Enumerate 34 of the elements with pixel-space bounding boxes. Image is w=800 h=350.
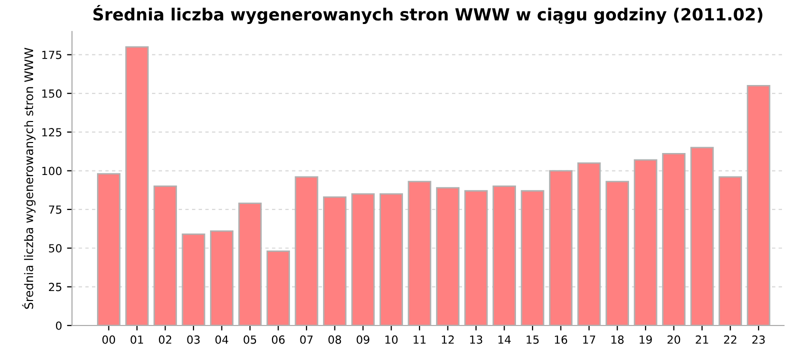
- x-tick-label: 07: [300, 335, 313, 344]
- x-tick-label: 05: [244, 335, 256, 344]
- y-tick-label: 150: [42, 89, 62, 98]
- y-tick-label: 75: [49, 206, 62, 214]
- x-tick-label: 23: [752, 335, 765, 344]
- x-tick-label: 09: [356, 335, 370, 344]
- x-tick-label: 19: [640, 335, 652, 344]
- x-tick-label: 21: [696, 335, 708, 344]
- x-tick-label: 01: [130, 335, 144, 344]
- y-tick-label: 0: [56, 321, 62, 330]
- x-tick-label: 10: [385, 335, 398, 344]
- x-tick-label: 03: [187, 335, 200, 344]
- x-tick-label: 11: [414, 336, 426, 344]
- x-tick-label: 15: [526, 336, 539, 344]
- x-tick-label: 14: [498, 336, 511, 344]
- x-tick-label: 16: [554, 335, 568, 344]
- y-tick-label: 25: [48, 282, 62, 292]
- chart-title: Średnia liczba wygenerowanych stron WWW w ciągu godziny (2011.02): [93, 4, 762, 24]
- x-tick-label: 00: [102, 335, 116, 344]
- x-tick-label: 22: [724, 335, 736, 344]
- x-tick-label: 04: [215, 335, 228, 344]
- x-tick-label: 20: [668, 335, 680, 344]
- y-tick-label: 175: [42, 50, 62, 60]
- x-tick-label: 13: [470, 335, 482, 344]
- y-tick-label: 125: [42, 128, 62, 136]
- x-tick-label: 08: [328, 335, 342, 344]
- x-tick-label: 18: [611, 335, 624, 344]
- x-tick-label: 02: [158, 335, 172, 344]
- x-tick-label: 17: [583, 336, 596, 344]
- x-tick-label: 06: [272, 335, 285, 344]
- y-tick-label: 50: [48, 244, 62, 253]
- x-tick-label: 12: [442, 335, 454, 344]
- y-axis-title: Średnia liczba wygenerowanych stron WWW: [22, 48, 36, 309]
- y-tick-label: 100: [42, 166, 62, 176]
